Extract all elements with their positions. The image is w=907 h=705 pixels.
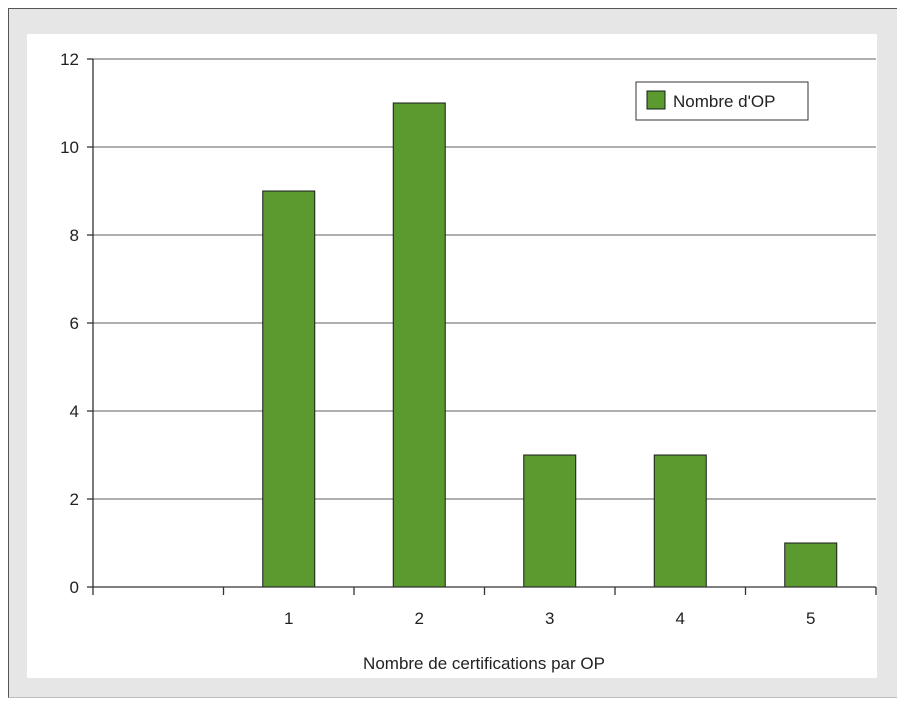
plot-background [27,34,877,678]
bar-5 [784,542,838,588]
legend: Nombre d'OP [635,81,809,121]
y-tick-label: 4 [70,402,79,421]
x-axis-title: Nombre de certifications par OP [363,654,605,673]
x-tick-label: 2 [415,609,424,628]
bar-4 [653,454,707,588]
bar-3 [523,454,577,588]
bars [262,102,838,588]
gridlines [93,58,876,500]
y-tick-label: 2 [70,490,79,509]
y-tick-label: 6 [70,314,79,333]
legend-swatch [646,90,666,110]
y-tick-labels: 0 2 4 6 8 10 12 [60,50,79,597]
bar-1 [262,190,316,588]
bar-2 [392,102,446,588]
legend-label: Nombre d'OP [673,92,775,111]
x-tick-label: 3 [545,609,554,628]
x-tick-label: 4 [676,609,685,628]
y-tick-label: 12 [60,50,79,69]
y-tick-label: 0 [70,578,79,597]
y-tick-label: 10 [60,138,79,157]
axes [87,58,877,595]
x-tick-label: 5 [806,609,815,628]
x-tick-labels: 1 2 3 4 5 [284,609,815,628]
y-tick-label: 8 [70,226,79,245]
x-tick-label: 1 [284,609,293,628]
